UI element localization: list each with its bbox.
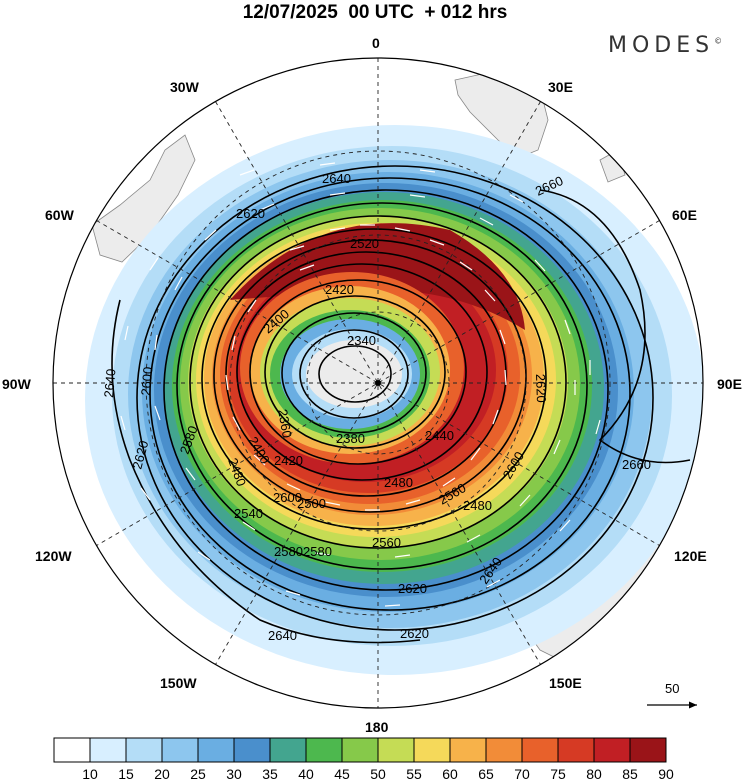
lon-label-90e: 90E	[717, 376, 742, 392]
contour-label: 2600	[138, 366, 155, 396]
colorbar-tick-label: 85	[622, 766, 638, 782]
contour-label: 2620	[129, 439, 151, 471]
reference-vector-label: 50	[665, 681, 679, 696]
colorbar-swatch	[413, 737, 451, 763]
contour-label: 2360	[275, 408, 295, 439]
lon-label-180: 180	[365, 719, 389, 735]
map-boundary	[52, 57, 704, 709]
contour-label: 2380	[336, 431, 365, 446]
lon-label-150w: 150W	[160, 675, 197, 691]
colorbar-swatches	[53, 737, 667, 763]
colorbar: 10 15 20 25 30 35 40 45 50 55 60 65 70 75 80 85 90	[53, 737, 674, 782]
contour-label: 2620	[236, 206, 265, 221]
colorbar-swatch	[377, 737, 415, 763]
south-pole-marker	[375, 380, 381, 386]
colorbar-tick-label: 70	[514, 766, 530, 782]
lon-label-120e: 120E	[674, 548, 707, 564]
colorbar-swatch	[305, 737, 343, 763]
colorbar-swatch	[269, 737, 307, 763]
colorbar-tick-label: 45	[334, 766, 350, 782]
colorbar-swatch	[629, 737, 667, 763]
colorbar-tick-label: 40	[298, 766, 314, 782]
colorbar-swatch	[125, 737, 163, 763]
lon-label-90w: 90W	[2, 376, 32, 392]
lon-label-150e: 150E	[549, 675, 582, 691]
contour-label: 2420	[325, 282, 354, 297]
lon-label-120w: 120W	[35, 548, 72, 564]
lon-label-30e: 30E	[548, 79, 573, 95]
lon-label-60w: 60W	[45, 207, 75, 223]
modes-logo: MODES©	[608, 33, 722, 58]
contour-label: 2620	[533, 374, 549, 403]
colorbar-swatch	[449, 737, 487, 763]
colorbar-swatch	[557, 737, 595, 763]
colorbar-swatch	[161, 737, 199, 763]
longitude-labels: 0 30W 30E 60W 60E 90W 90E 120W 120E 150W…	[2, 35, 742, 735]
contour-label: 2560	[372, 535, 401, 550]
colorbar-tick-label: 65	[478, 766, 494, 782]
contour-label: 2480	[463, 498, 492, 513]
contour-label: 2500	[297, 496, 326, 511]
contour-label: 2620	[398, 581, 427, 596]
height-contours	[111, 165, 691, 644]
south-america-land	[91, 134, 196, 263]
colorbar-tick-label: 50	[370, 766, 386, 782]
contour-label: 2580	[274, 544, 303, 559]
contour-label: 2620	[400, 626, 429, 641]
contour-label: 2480	[384, 475, 413, 490]
map-disk: 2640 2620 2660 2640 2600 2620 2620 2600 …	[53, 58, 703, 708]
contour-label: 2520	[350, 236, 379, 251]
colorbar-tick-label: 80	[586, 766, 602, 782]
colorbar-tick-label: 90	[658, 766, 674, 782]
colorbar-swatch	[233, 737, 271, 763]
lon-label-0: 0	[372, 35, 380, 51]
colorbar-swatch	[53, 737, 91, 763]
colorbar-swatch	[89, 737, 127, 763]
contour-label: 2420	[274, 453, 303, 468]
contour-label: 2600	[273, 490, 302, 505]
colorbar-tick-label: 30	[226, 766, 242, 782]
contour-label: 2440	[425, 428, 454, 443]
contour-label: 2640	[268, 628, 297, 643]
colorbar-swatch	[197, 737, 235, 763]
colorbar-tick-label: 10	[82, 766, 98, 782]
colorbar-swatch	[593, 737, 631, 763]
lon-label-30w: 30W	[170, 79, 200, 95]
reference-vector: 50	[647, 681, 697, 709]
wind-vectors	[120, 162, 601, 607]
colorbar-swatch	[341, 737, 379, 763]
colorbar-tick-label: 25	[190, 766, 206, 782]
colorbar-tick-label: 60	[442, 766, 458, 782]
colorbar-tick-label: 20	[154, 766, 170, 782]
colorbar-swatch	[485, 737, 523, 763]
contour-label: 2660	[622, 457, 651, 472]
colorbar-swatch	[521, 737, 559, 763]
colorbar-tick-label: 15	[118, 766, 134, 782]
map-title: 12/07/2025 00 UTC + 012 hrs	[242, 2, 508, 23]
contour-label: 2340	[347, 333, 376, 348]
contour-label: 2580	[303, 544, 332, 559]
colorbar-tick-label: 75	[550, 766, 566, 782]
lon-label-60e: 60E	[672, 207, 697, 223]
copyright-mark: ©	[714, 36, 723, 46]
colorbar-ticks: 10 15 20 25 30 35 40 45 50 55 60 65 70 75 80 85 90	[82, 766, 674, 782]
colorbar-tick-label: 55	[406, 766, 422, 782]
brand-text: MODES	[608, 33, 715, 58]
graticule	[53, 58, 703, 708]
contour-label: 2540	[234, 506, 263, 521]
contour-label: 2640	[101, 368, 118, 398]
colorbar-tick-label: 35	[262, 766, 278, 782]
contour-label: 2640	[322, 171, 351, 186]
